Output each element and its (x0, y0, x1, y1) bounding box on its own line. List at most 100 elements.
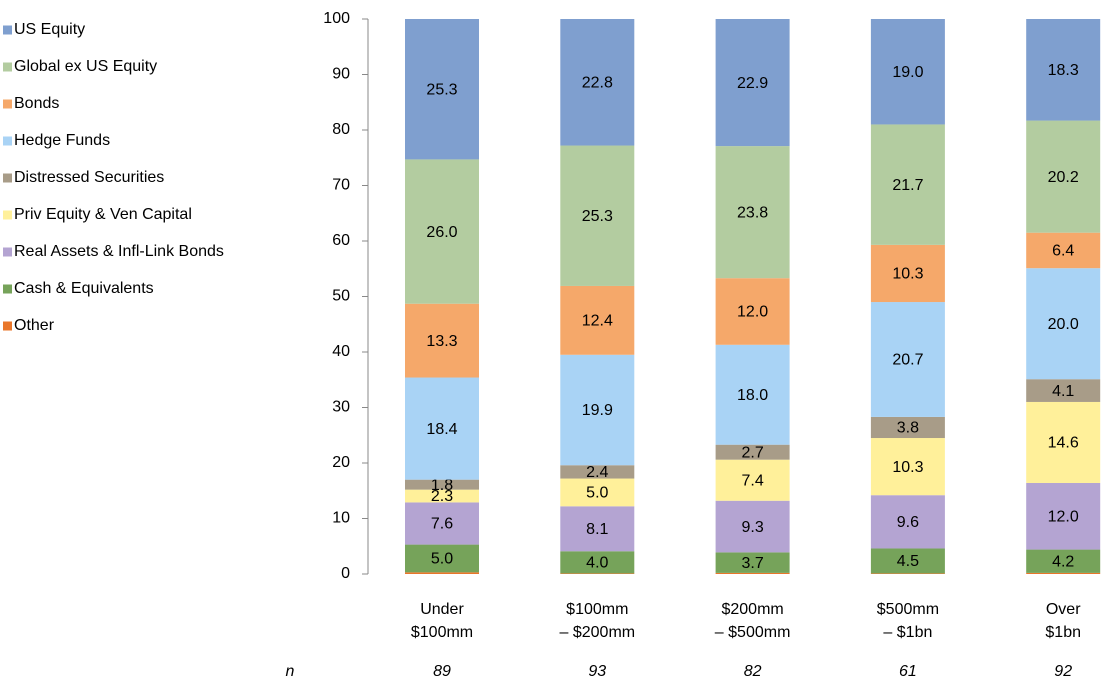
bar-segment (870, 302, 945, 417)
data-label: 4.0 (586, 555, 608, 572)
bar-segment (1026, 268, 1101, 380)
y-tick-label: 10 (332, 510, 350, 527)
data-label: 18.3 (1048, 62, 1079, 79)
legend-label: Global ex US Equity (14, 58, 157, 75)
bar-segment (870, 124, 945, 245)
bar-segment (405, 489, 479, 503)
bar-segment (870, 495, 945, 549)
data-label: 21.7 (892, 177, 923, 194)
bar-segment (405, 159, 479, 304)
data-label: 5.0 (586, 485, 608, 502)
bar-segment (715, 146, 790, 279)
x-tick-label: – $1bn (883, 624, 932, 641)
n-label: n (286, 663, 295, 680)
data-label: 20.0 (1048, 316, 1079, 333)
bar-segment (870, 438, 945, 496)
x-tick-label: $100mm (566, 601, 628, 618)
data-label: 4.5 (897, 553, 919, 570)
n-value: 82 (744, 663, 762, 680)
bar-segment (1026, 19, 1101, 121)
x-tick-label: Under (420, 601, 464, 618)
data-label: 22.8 (582, 74, 613, 91)
data-label: 26.0 (426, 224, 457, 241)
data-label: 3.8 (897, 420, 919, 437)
data-label: 20.2 (1048, 169, 1079, 186)
y-tick-label: 90 (332, 66, 350, 83)
x-tick-label: – $500mm (715, 624, 791, 641)
data-label: 25.3 (582, 208, 613, 225)
bar-segment (870, 244, 945, 303)
bar-segment (870, 416, 945, 439)
data-label: 1.8 (431, 477, 453, 494)
legend-swatch (3, 284, 12, 294)
x-tick-label: Over (1046, 601, 1081, 618)
bar-segment (405, 502, 479, 545)
bar-segment (405, 544, 479, 573)
data-label: 13.3 (426, 333, 457, 350)
data-label: 9.6 (897, 514, 919, 531)
data-label: 19.0 (892, 64, 923, 81)
legend-label: Hedge Funds (14, 132, 110, 149)
data-label: 18.0 (737, 387, 768, 404)
bar-segment (405, 377, 479, 480)
bar-segment (405, 572, 479, 574)
bar-segment (560, 551, 635, 574)
bar-segment (715, 459, 790, 501)
data-label: 2.3 (431, 488, 453, 505)
y-tick-label: 100 (323, 10, 350, 27)
data-label: 22.9 (737, 75, 768, 92)
data-label: 10.3 (892, 459, 923, 476)
legend-swatch (3, 173, 12, 183)
data-label: 6.4 (1052, 243, 1074, 260)
y-tick-label: 0 (341, 565, 350, 582)
legend-swatch (3, 25, 12, 35)
bar-segment (560, 506, 635, 552)
n-value: 92 (1054, 663, 1072, 680)
bar-segment (715, 572, 790, 574)
data-label: 3.7 (741, 555, 763, 572)
bar-segment (560, 19, 635, 146)
data-label: 2.4 (586, 464, 608, 481)
data-label: 20.7 (892, 352, 923, 369)
bar-segment (405, 479, 479, 490)
data-label: 19.9 (582, 402, 613, 419)
data-label: 10.3 (892, 266, 923, 283)
data-label: 8.1 (586, 521, 608, 538)
data-label: 18.4 (426, 421, 457, 438)
data-label: 12.4 (582, 313, 613, 330)
data-label: 25.3 (426, 81, 457, 98)
x-tick-label: – $200mm (560, 624, 636, 641)
legend-swatch (3, 62, 12, 72)
legend-swatch (3, 321, 12, 331)
legend-label: Distressed Securities (14, 169, 164, 186)
bar-segment (715, 278, 790, 345)
data-label: 9.3 (741, 519, 763, 536)
x-tick-label: $200mm (721, 601, 783, 618)
y-tick-label: 80 (332, 121, 350, 138)
data-label: 12.0 (737, 304, 768, 321)
n-value: 93 (588, 663, 606, 680)
legend-label: US Equity (14, 21, 85, 38)
legend-label: Priv Equity & Ven Capital (14, 206, 192, 223)
bar-segment (870, 573, 945, 574)
bar-segment (560, 285, 635, 355)
x-tick-label: $500mm (877, 601, 939, 618)
bar-segment (870, 19, 945, 125)
legend-label: Other (14, 317, 55, 334)
bar-segment (560, 478, 635, 507)
bar-segment (1026, 379, 1101, 402)
legend-label: Cash & Equivalents (14, 280, 154, 297)
bar-segment (1026, 549, 1101, 573)
data-label: 2.7 (741, 444, 763, 461)
data-label: 7.6 (431, 516, 453, 533)
bar-segment (715, 552, 790, 573)
legend-swatch (3, 247, 12, 257)
x-tick-label: $100mm (411, 624, 473, 641)
n-value: 89 (433, 663, 451, 680)
y-tick-label: 20 (332, 454, 350, 471)
legend-swatch (3, 99, 12, 109)
y-tick-label: 50 (332, 288, 350, 305)
bar-segment (715, 344, 790, 445)
bar-segment (1026, 120, 1101, 233)
